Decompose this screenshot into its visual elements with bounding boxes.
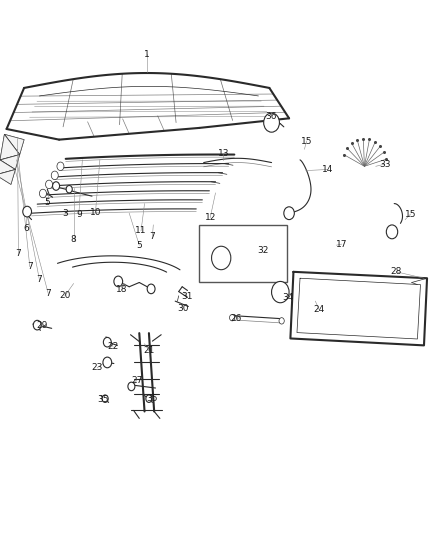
Circle shape <box>128 382 135 391</box>
Text: 5: 5 <box>44 198 50 207</box>
Polygon shape <box>0 134 20 160</box>
Polygon shape <box>0 155 20 169</box>
Text: 5: 5 <box>136 241 142 249</box>
Circle shape <box>23 206 32 217</box>
Circle shape <box>46 180 53 189</box>
Text: 34: 34 <box>283 293 294 302</box>
Text: 15: 15 <box>301 137 312 146</box>
Text: 22: 22 <box>107 342 119 351</box>
Text: 28: 28 <box>391 268 402 276</box>
Text: 35: 35 <box>97 395 109 404</box>
Text: 11: 11 <box>135 227 147 235</box>
Text: 7: 7 <box>45 289 51 297</box>
Text: 7: 7 <box>36 276 42 284</box>
Circle shape <box>264 113 279 132</box>
Text: 35: 35 <box>147 394 158 403</box>
Text: 23: 23 <box>92 364 103 372</box>
Circle shape <box>53 182 60 190</box>
Bar <box>199 225 287 282</box>
Polygon shape <box>4 134 24 155</box>
Text: 32: 32 <box>257 246 268 255</box>
Text: 13: 13 <box>218 149 229 158</box>
Text: 6: 6 <box>23 224 29 232</box>
Text: 9: 9 <box>76 210 82 219</box>
Circle shape <box>147 284 155 294</box>
Circle shape <box>51 171 58 180</box>
Text: 31: 31 <box>182 293 193 301</box>
Text: 26: 26 <box>231 314 242 323</box>
Text: 3: 3 <box>62 209 68 217</box>
Text: 24: 24 <box>313 305 325 313</box>
Circle shape <box>146 395 152 402</box>
Circle shape <box>33 320 41 330</box>
Text: 29: 29 <box>36 321 47 329</box>
Text: 7: 7 <box>15 249 21 257</box>
Text: 18: 18 <box>116 285 127 294</box>
Text: 14: 14 <box>322 165 333 174</box>
Circle shape <box>102 395 108 402</box>
Circle shape <box>103 357 112 368</box>
Circle shape <box>386 225 398 239</box>
Text: 20: 20 <box>59 292 71 300</box>
Text: 30: 30 <box>177 304 189 312</box>
Circle shape <box>230 314 235 321</box>
Text: 12: 12 <box>205 213 216 222</box>
Text: 15: 15 <box>405 210 416 219</box>
Text: 17: 17 <box>336 240 347 248</box>
Circle shape <box>114 276 123 287</box>
Text: 1: 1 <box>144 50 150 59</box>
Circle shape <box>212 246 231 270</box>
Circle shape <box>272 281 289 303</box>
Circle shape <box>103 337 111 347</box>
Polygon shape <box>0 169 15 184</box>
Circle shape <box>57 162 64 171</box>
Text: 21: 21 <box>143 346 155 355</box>
Circle shape <box>279 318 284 324</box>
Polygon shape <box>0 160 15 175</box>
Text: 7: 7 <box>149 232 155 240</box>
Text: 8: 8 <box>71 236 77 244</box>
Text: 10: 10 <box>90 208 101 216</box>
Text: 33: 33 <box>379 160 390 168</box>
Circle shape <box>284 207 294 220</box>
Text: 36: 36 <box>265 112 276 120</box>
Circle shape <box>66 185 72 193</box>
Circle shape <box>39 189 46 198</box>
Text: 7: 7 <box>27 262 33 271</box>
Text: 27: 27 <box>131 376 142 384</box>
